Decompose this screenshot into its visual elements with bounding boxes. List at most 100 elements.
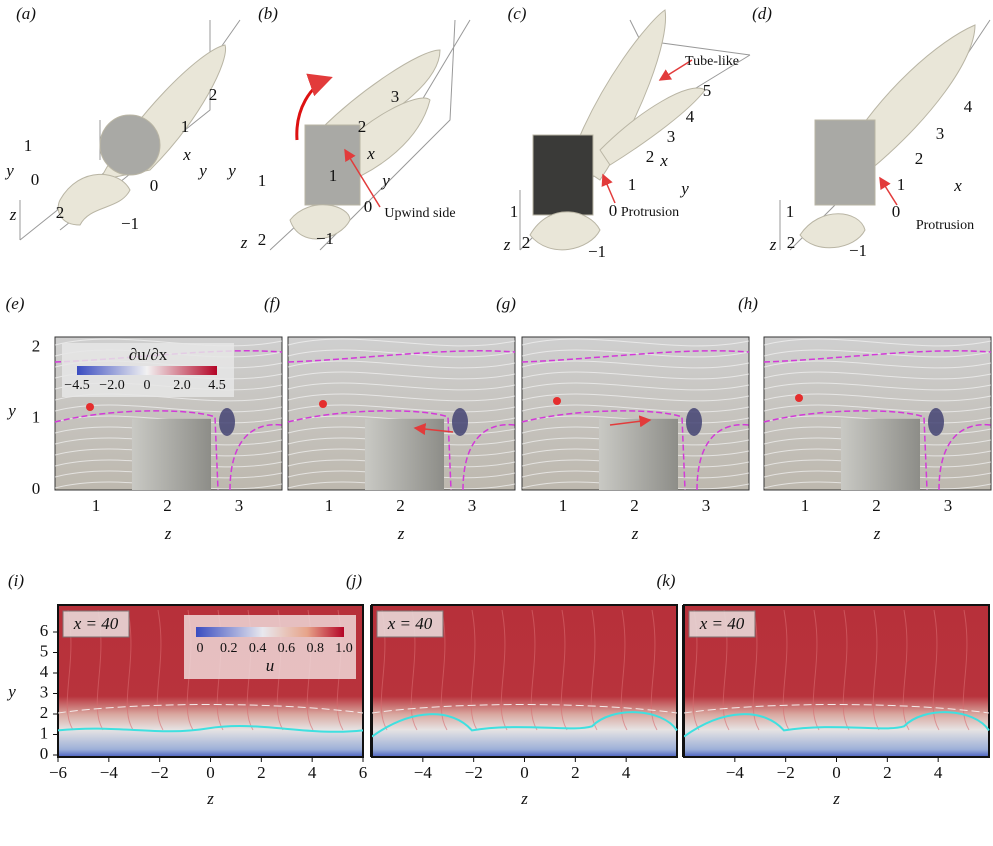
streamline [650, 609, 658, 731]
contour [371, 711, 678, 738]
tag-box [62, 610, 130, 638]
axis-text: 2 [915, 149, 924, 168]
x-tick-label: 2 [163, 496, 172, 515]
streamline [521, 382, 750, 391]
x-tick-label: −6 [49, 763, 67, 782]
contour [371, 704, 678, 714]
x-tick-label: −2 [465, 763, 483, 782]
y-tick-label: 2 [40, 703, 49, 722]
panel-label: (e) [6, 294, 25, 313]
slice-tag: x = 40 [387, 614, 433, 633]
streamline [54, 404, 283, 413]
axis-text: 1 [258, 171, 267, 190]
axis-text: 1 [628, 175, 637, 194]
axis-text: 3 [936, 124, 945, 143]
axis-text: y [197, 161, 207, 180]
colorbar-tick: 0.8 [306, 641, 324, 656]
streamline [500, 609, 508, 731]
axis-text: 2 [358, 117, 367, 136]
x-tick-label: −4 [414, 763, 433, 782]
colorbar-tick: 0 [144, 378, 151, 393]
colorbar-tick: 0.6 [278, 641, 296, 656]
streamline [287, 371, 516, 380]
streamline [590, 609, 598, 731]
streamline [620, 609, 628, 731]
colorbar-tick: 2.0 [173, 378, 191, 393]
vortex-core [452, 408, 468, 436]
streamline [521, 338, 750, 347]
streamline [763, 349, 992, 358]
x-tick-label: 2 [396, 496, 405, 515]
panel-label: (b) [258, 4, 278, 23]
contour [683, 711, 990, 738]
axis-text: Tube-like [685, 54, 739, 69]
colorbar-title: ∂u/∂x [129, 345, 168, 364]
y-tick-label: 0 [40, 744, 49, 763]
axis-text: Protrusion [916, 218, 974, 233]
streamline [752, 609, 760, 731]
x-tick-label: 3 [468, 496, 477, 515]
slice-tag: x = 40 [699, 614, 745, 633]
streamline [782, 609, 790, 731]
axis-text: 0 [364, 197, 373, 216]
streamline [521, 360, 750, 369]
colorbar-tick: 0.4 [249, 641, 267, 656]
streamline [287, 393, 516, 402]
x-tick-label: 2 [571, 763, 580, 782]
contour [287, 410, 516, 491]
colorbar-tick: 4.5 [208, 378, 226, 393]
axis-text: −1 [588, 242, 606, 261]
x-tick-label: 1 [559, 496, 568, 515]
panel-label: (d) [752, 4, 772, 23]
axis-text: z [503, 235, 511, 254]
panel-label: (a) [16, 4, 36, 23]
slice-panels: (e) 1 2 3 z (f) 1 2 3 z (g) 1 2 3 z (h) 1 2 3 z 0 1 2 y ∂u/∂x −4.… [6, 294, 992, 543]
axis-text: 0 [31, 170, 40, 189]
x-tick-label: 3 [235, 496, 244, 515]
axis-text: 1 [897, 175, 906, 194]
axis-text: 1 [24, 136, 33, 155]
x-tick-label: 2 [257, 763, 266, 782]
streamline [54, 338, 283, 347]
marker-dot [553, 397, 561, 405]
axis-text: 2 [258, 230, 267, 249]
streamline [287, 338, 516, 347]
contour [683, 704, 990, 714]
colorbar-box [184, 615, 356, 679]
axis-text: −1 [316, 229, 334, 248]
y-tick-label: 2 [32, 337, 41, 356]
cylinder [841, 418, 920, 490]
slice-tag: x = 40 [73, 614, 119, 633]
vortex-core [928, 408, 944, 436]
x-tick-label: 2 [630, 496, 639, 515]
axis-text: 2 [522, 233, 531, 252]
streamline [872, 609, 880, 731]
contour [521, 350, 750, 363]
x-axis-label: z [631, 524, 639, 543]
streamline [521, 371, 750, 380]
tag-box [376, 610, 444, 638]
marker-dot [86, 403, 94, 411]
streamline [763, 382, 992, 391]
x-tick-label: −2 [151, 763, 169, 782]
streamline [962, 609, 970, 731]
axis-text: y [679, 179, 689, 198]
streamline [470, 609, 478, 731]
x-tick-label: 0 [832, 763, 841, 782]
streamline [287, 382, 516, 391]
colorbar-tick: 1.0 [335, 641, 353, 656]
y-axis-label: y [6, 401, 16, 420]
x-tick-label: 4 [308, 763, 317, 782]
y-tick-label: 1 [40, 723, 49, 742]
x-axis-label: z [873, 524, 881, 543]
axis-text: −1 [121, 214, 139, 233]
axis-text: 2 [787, 233, 796, 252]
panel-label: (i) [8, 571, 24, 590]
plane-panels: x = 40 (i) −6 −4 −2 0 2 4 6 z x = 40 (j) −4 −2 0 2 4 z x =… [6, 571, 990, 808]
streamline [763, 393, 992, 402]
streamline [842, 609, 850, 731]
contour [763, 350, 992, 363]
x-axis-label: z [397, 524, 405, 543]
